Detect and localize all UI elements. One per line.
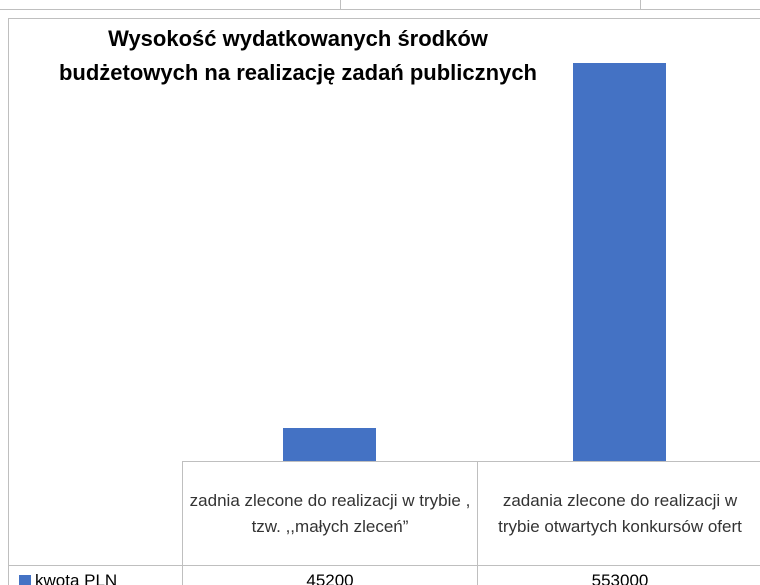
value-cell: 45200 bbox=[182, 565, 478, 585]
top-strip bbox=[0, 0, 760, 10]
legend-cell: kwota PLN bbox=[8, 565, 183, 585]
strip-divider bbox=[640, 0, 641, 10]
chart-title: Wysokość wydatkowanych środków budżetowy… bbox=[58, 26, 537, 85]
strip-divider bbox=[340, 0, 341, 10]
legend-label: kwota PLN bbox=[35, 571, 118, 585]
bar bbox=[573, 63, 666, 461]
chart-area bbox=[8, 18, 760, 585]
legend-swatch bbox=[19, 575, 31, 585]
bar bbox=[283, 428, 376, 461]
value-cell: 553000 bbox=[477, 565, 760, 585]
category-label: zadania zlecone do realizacji w trybie o… bbox=[477, 461, 760, 566]
category-label: zadnia zlecone do realizacji w trybie , … bbox=[182, 461, 478, 566]
